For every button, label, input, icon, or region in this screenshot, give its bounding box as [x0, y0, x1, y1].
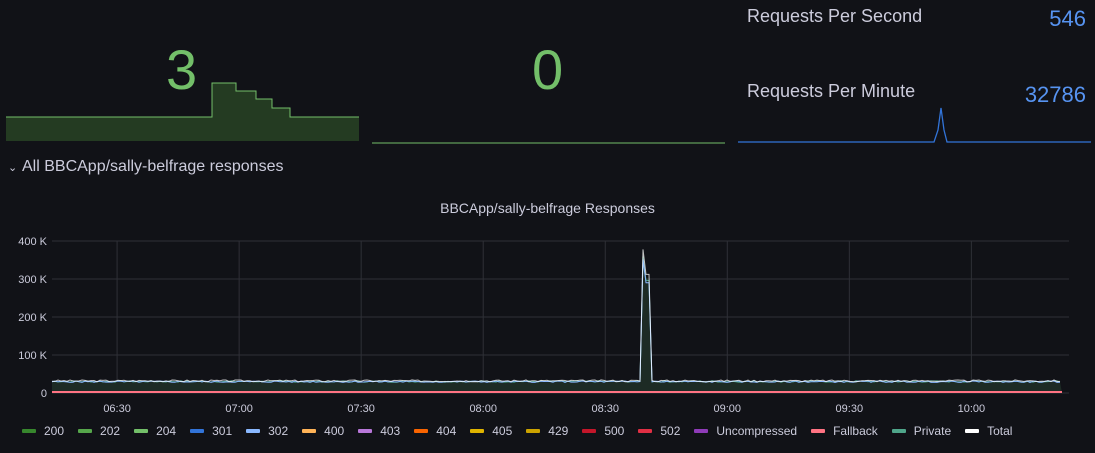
- y-tick-label: 300 K: [18, 274, 47, 286]
- rpm-sparkline: [738, 107, 1091, 143]
- legend-item[interactable]: 404: [414, 424, 456, 438]
- legend-swatch: [78, 429, 93, 433]
- legend-item[interactable]: Private: [891, 424, 952, 438]
- rps-label: Requests Per Second: [747, 6, 923, 26]
- legend-swatch: [358, 429, 373, 433]
- x-tick-label: 08:30: [591, 403, 619, 415]
- x-tick-label: 07:00: [225, 403, 253, 415]
- legend-item[interactable]: Uncompressed: [694, 424, 797, 438]
- row-header-responses[interactable]: ⌄ All BBCApp/sally-belfrage responses: [8, 158, 283, 176]
- legend-swatch: [22, 429, 36, 433]
- rpm-panel[interactable]: [738, 70, 1092, 148]
- x-tick-label: 09:00: [714, 403, 742, 415]
- graph-title: BBCApp/sally-belfrage Responses: [440, 200, 655, 216]
- legend-item[interactable]: 400: [302, 424, 344, 438]
- legend-item[interactable]: Fallback: [811, 424, 878, 438]
- legend-label: 500: [604, 424, 625, 438]
- x-tick-label: 08:00: [469, 403, 497, 415]
- legend-label: 301: [212, 424, 233, 438]
- legend-label: 202: [100, 424, 121, 438]
- legend-item[interactable]: 302: [246, 424, 288, 438]
- legend-label: 405: [492, 424, 513, 438]
- rps-value: 546: [1049, 6, 1086, 31]
- legend-swatch: [246, 429, 261, 433]
- legend-label: 404: [436, 424, 457, 438]
- legend-item[interactable]: 405: [470, 424, 512, 438]
- y-tick-label: 400 K: [18, 236, 47, 248]
- legend-label: Uncompressed: [716, 424, 798, 438]
- legend-item[interactable]: 403: [358, 424, 400, 438]
- legend-label: 429: [548, 424, 569, 438]
- legend-label: Total: [987, 424, 1013, 438]
- legend-swatch: [526, 429, 541, 433]
- legend-swatch: [638, 429, 653, 433]
- legend-label: 502: [660, 424, 681, 438]
- stat-panel-2-value: 0: [532, 38, 564, 101]
- legend-label: 204: [156, 424, 177, 438]
- legend-label: Fallback: [833, 424, 878, 438]
- legend-label: 302: [268, 424, 289, 438]
- x-tick-label: 07:30: [347, 403, 375, 415]
- legend-item[interactable]: Total: [965, 424, 1012, 438]
- rpm-value: 32786: [1024, 82, 1086, 107]
- legend-swatch: [302, 429, 317, 433]
- legend-item[interactable]: 200: [22, 424, 64, 438]
- legend-label: 403: [380, 424, 401, 438]
- legend-swatch: [414, 429, 429, 433]
- rpm-label: Requests Per Minute: [747, 81, 916, 101]
- legend-swatch: [811, 429, 826, 433]
- legend-swatch: [694, 429, 709, 433]
- chart-legend: 200 202 204 301 302 400 403 404 405 429 500 502 Unco…: [22, 424, 1012, 438]
- stat-panel-1-sparkline: [6, 82, 359, 141]
- series-302-line: [51, 259, 1061, 384]
- x-tick-label: 09:30: [836, 403, 864, 415]
- stat-panel-1[interactable]: 3: [6, 0, 360, 145]
- row-title: All BBCApp/sally-belfrage responses: [22, 158, 284, 175]
- series-private-line: [51, 256, 1061, 383]
- legend-item[interactable]: 502: [638, 424, 680, 438]
- legend-item[interactable]: 202: [78, 424, 120, 438]
- y-tick-label: 0: [41, 388, 47, 400]
- stat-panel-2[interactable]: 0: [372, 0, 726, 145]
- legend-swatch: [134, 429, 149, 433]
- legend-label: Private: [913, 424, 952, 438]
- chevron-down-icon: ⌄: [8, 161, 18, 174]
- legend-item[interactable]: 301: [190, 424, 232, 438]
- legend-item[interactable]: 204: [134, 424, 176, 438]
- legend-label: 200: [44, 424, 65, 438]
- stat-panel-1-value: 3: [166, 38, 198, 101]
- legend-item[interactable]: 429: [526, 424, 568, 438]
- x-tick-label: 10:00: [958, 403, 986, 415]
- series-private-area: [52, 253, 1062, 393]
- stat-panel-2-sparkline: [372, 142, 725, 144]
- y-tick-label: 200 K: [18, 312, 47, 324]
- x-tick-label: 06:30: [103, 403, 131, 415]
- legend-swatch: [190, 429, 205, 433]
- y-tick-label: 100 K: [18, 350, 47, 362]
- legend-swatch: [470, 429, 485, 433]
- legend-swatch: [965, 429, 980, 433]
- series-total-line: [51, 249, 1061, 383]
- legend-swatch: [891, 429, 906, 433]
- legend-label: 400: [324, 424, 345, 438]
- legend-swatch: [582, 429, 597, 433]
- legend-item[interactable]: 500: [582, 424, 624, 438]
